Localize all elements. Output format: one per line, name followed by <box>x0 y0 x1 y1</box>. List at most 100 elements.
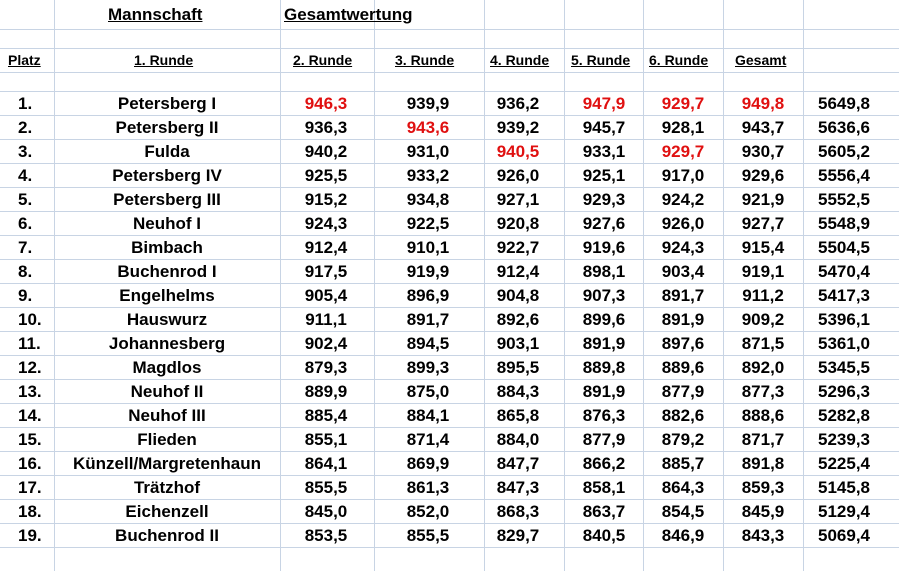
cell-score[interactable]: 855,5 <box>406 526 450 545</box>
cell-score[interactable]: 864,1 <box>304 454 348 473</box>
header-runde-2[interactable]: 2. Runde <box>293 52 353 68</box>
cell-score[interactable]: 840,5 <box>582 526 626 545</box>
cell-platz[interactable]: 18. <box>18 502 42 521</box>
cell-score[interactable]: 884,1 <box>406 406 450 425</box>
cell-score[interactable]: 930,7 <box>741 142 785 161</box>
cell-score[interactable]: 877,9 <box>582 430 626 449</box>
cell-platz[interactable]: 15. <box>18 430 42 449</box>
cell-score[interactable]: 845,9 <box>741 502 785 521</box>
cell-score[interactable]: 929,6 <box>741 166 785 185</box>
cell-platz[interactable]: 14. <box>18 406 42 425</box>
cell-score[interactable]: 847,3 <box>496 478 540 497</box>
cell-score[interactable]: 897,6 <box>661 334 705 353</box>
cell-total[interactable]: 5239,3 <box>818 430 870 449</box>
cell-team[interactable]: Johannesberg <box>108 334 226 353</box>
cell-score[interactable]: 876,3 <box>582 406 626 425</box>
cell-score[interactable]: 927,6 <box>582 214 626 233</box>
cell-score[interactable]: 917,0 <box>661 166 705 185</box>
cell-score[interactable]: 859,3 <box>741 478 785 497</box>
cell-score[interactable]: 925,5 <box>304 166 348 185</box>
cell-score[interactable]: 947,9 <box>582 94 626 113</box>
cell-team[interactable]: Petersberg III <box>113 190 221 209</box>
cell-score[interactable]: 921,9 <box>741 190 785 209</box>
cell-platz[interactable]: 17. <box>18 478 42 497</box>
cell-team[interactable]: Petersberg II <box>115 118 219 137</box>
cell-score[interactable]: 905,4 <box>304 286 348 305</box>
cell-score[interactable]: 865,8 <box>496 406 540 425</box>
cell-score[interactable]: 912,4 <box>496 262 540 281</box>
title-mannschaft[interactable]: Mannschaft <box>108 5 203 24</box>
cell-score[interactable]: 869,9 <box>406 454 450 473</box>
cell-score[interactable]: 922,5 <box>406 214 450 233</box>
cell-score[interactable]: 891,9 <box>582 382 626 401</box>
cell-total[interactable]: 5282,8 <box>818 406 870 425</box>
cell-score[interactable]: 877,3 <box>741 382 785 401</box>
cell-score[interactable]: 919,1 <box>741 262 785 281</box>
cell-score[interactable]: 879,2 <box>661 430 705 449</box>
cell-platz[interactable]: 13. <box>18 382 42 401</box>
cell-score[interactable]: 940,2 <box>304 142 348 161</box>
cell-score[interactable]: 882,6 <box>661 406 705 425</box>
header-runde-6[interactable]: 6. Runde <box>649 52 709 68</box>
cell-platz[interactable]: 6. <box>18 214 33 233</box>
cell-score[interactable]: 861,3 <box>406 478 450 497</box>
cell-score[interactable]: 926,0 <box>661 214 705 233</box>
cell-score[interactable]: 946,3 <box>304 94 348 113</box>
header-runde-3[interactable]: 3. Runde <box>395 52 455 68</box>
cell-score[interactable]: 919,9 <box>406 262 450 281</box>
cell-platz[interactable]: 8. <box>18 262 33 281</box>
cell-score[interactable]: 885,4 <box>304 406 348 425</box>
cell-score[interactable]: 889,8 <box>582 358 626 377</box>
cell-total[interactable]: 5345,5 <box>818 358 870 377</box>
cell-score[interactable]: 920,8 <box>496 214 540 233</box>
cell-total[interactable]: 5636,6 <box>818 118 870 137</box>
cell-platz[interactable]: 12. <box>18 358 42 377</box>
cell-score[interactable]: 829,7 <box>496 526 540 545</box>
cell-score[interactable]: 875,0 <box>406 382 450 401</box>
title-gesamtwertung[interactable]: Gesamtwertung <box>284 5 413 24</box>
cell-score[interactable]: 933,2 <box>406 166 450 185</box>
cell-score[interactable]: 922,7 <box>496 238 540 257</box>
cell-score[interactable]: 863,7 <box>582 502 626 521</box>
cell-score[interactable]: 911,1 <box>305 310 347 329</box>
cell-score[interactable]: 868,3 <box>496 502 540 521</box>
cell-score[interactable]: 904,8 <box>496 286 540 305</box>
cell-total[interactable]: 5145,8 <box>818 478 870 497</box>
cell-score[interactable]: 928,1 <box>661 118 705 137</box>
cell-score[interactable]: 949,8 <box>741 94 785 113</box>
cell-score[interactable]: 855,5 <box>304 478 348 497</box>
cell-score[interactable]: 915,4 <box>741 238 785 257</box>
cell-score[interactable]: 940,5 <box>496 142 540 161</box>
cell-score[interactable]: 853,5 <box>304 526 348 545</box>
cell-score[interactable]: 891,7 <box>406 310 450 329</box>
cell-score[interactable]: 934,8 <box>406 190 450 209</box>
cell-score[interactable]: 924,3 <box>661 238 705 257</box>
cell-platz[interactable]: 1. <box>18 94 33 113</box>
cell-score[interactable]: 896,9 <box>406 286 450 305</box>
cell-score[interactable]: 891,7 <box>661 286 705 305</box>
cell-score[interactable]: 939,2 <box>496 118 540 137</box>
cell-score[interactable]: 924,3 <box>304 214 348 233</box>
cell-total[interactable]: 5129,4 <box>818 502 870 521</box>
cell-score[interactable]: 927,1 <box>496 190 540 209</box>
cell-team[interactable]: Petersberg I <box>117 94 217 113</box>
cell-score[interactable]: 915,2 <box>304 190 348 209</box>
cell-score[interactable]: 911,2 <box>742 286 784 305</box>
cell-platz[interactable]: 19. <box>18 526 42 545</box>
cell-platz[interactable]: 4. <box>18 166 33 185</box>
cell-score[interactable]: 895,5 <box>496 358 540 377</box>
cell-score[interactable]: 931,0 <box>406 142 450 161</box>
cell-score[interactable]: 871,5 <box>741 334 785 353</box>
cell-score[interactable]: 847,7 <box>496 454 540 473</box>
cell-score[interactable]: 884,3 <box>496 382 540 401</box>
cell-score[interactable]: 899,6 <box>582 310 626 329</box>
cell-team[interactable]: Engelhelms <box>119 286 215 305</box>
cell-total[interactable]: 5225,4 <box>818 454 870 473</box>
cell-score[interactable]: 929,7 <box>661 142 705 161</box>
cell-total[interactable]: 5361,0 <box>818 334 870 353</box>
cell-team[interactable]: Buchenrod I <box>117 262 217 281</box>
cell-total[interactable]: 5504,5 <box>818 238 870 257</box>
cell-score[interactable]: 889,6 <box>661 358 705 377</box>
cell-score[interactable]: 871,4 <box>406 430 450 449</box>
cell-score[interactable]: 903,1 <box>496 334 540 353</box>
